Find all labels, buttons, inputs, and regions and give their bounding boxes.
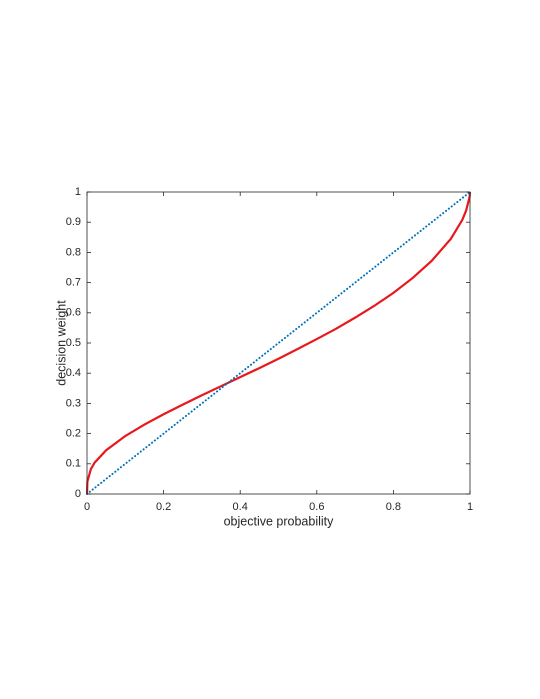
x-tick-label: 0.8 bbox=[386, 501, 401, 513]
x-tick-label: 0.6 bbox=[309, 501, 324, 513]
line-series bbox=[85, 191, 472, 495]
x-tick-label: 0.2 bbox=[156, 501, 171, 513]
x-tick-label: 0.4 bbox=[233, 501, 248, 513]
y-tick-label: 0.1 bbox=[66, 458, 81, 470]
y-tick-label: 0.2 bbox=[66, 428, 81, 440]
x-tick-label: 1 bbox=[467, 501, 473, 513]
y-tick-label: 0.5 bbox=[66, 337, 81, 349]
y-tick-label: 0.3 bbox=[66, 397, 81, 409]
y-tick-label: 0.7 bbox=[66, 277, 81, 289]
y-tick-label: 0.4 bbox=[66, 367, 81, 379]
y-tick-label: 0 bbox=[75, 488, 81, 500]
y-tick-label: 0.8 bbox=[66, 246, 81, 258]
y-axis-label: decision weight bbox=[54, 300, 68, 386]
y-tick-label: 0.6 bbox=[66, 307, 81, 319]
y-tick-label: 0.9 bbox=[66, 216, 81, 228]
x-tick-label: 0 bbox=[84, 501, 90, 513]
x-axis-label: objective probability bbox=[224, 514, 335, 528]
line-series bbox=[86, 191, 471, 495]
plot-frame bbox=[86, 191, 471, 495]
y-tick-label: 1 bbox=[75, 186, 81, 198]
